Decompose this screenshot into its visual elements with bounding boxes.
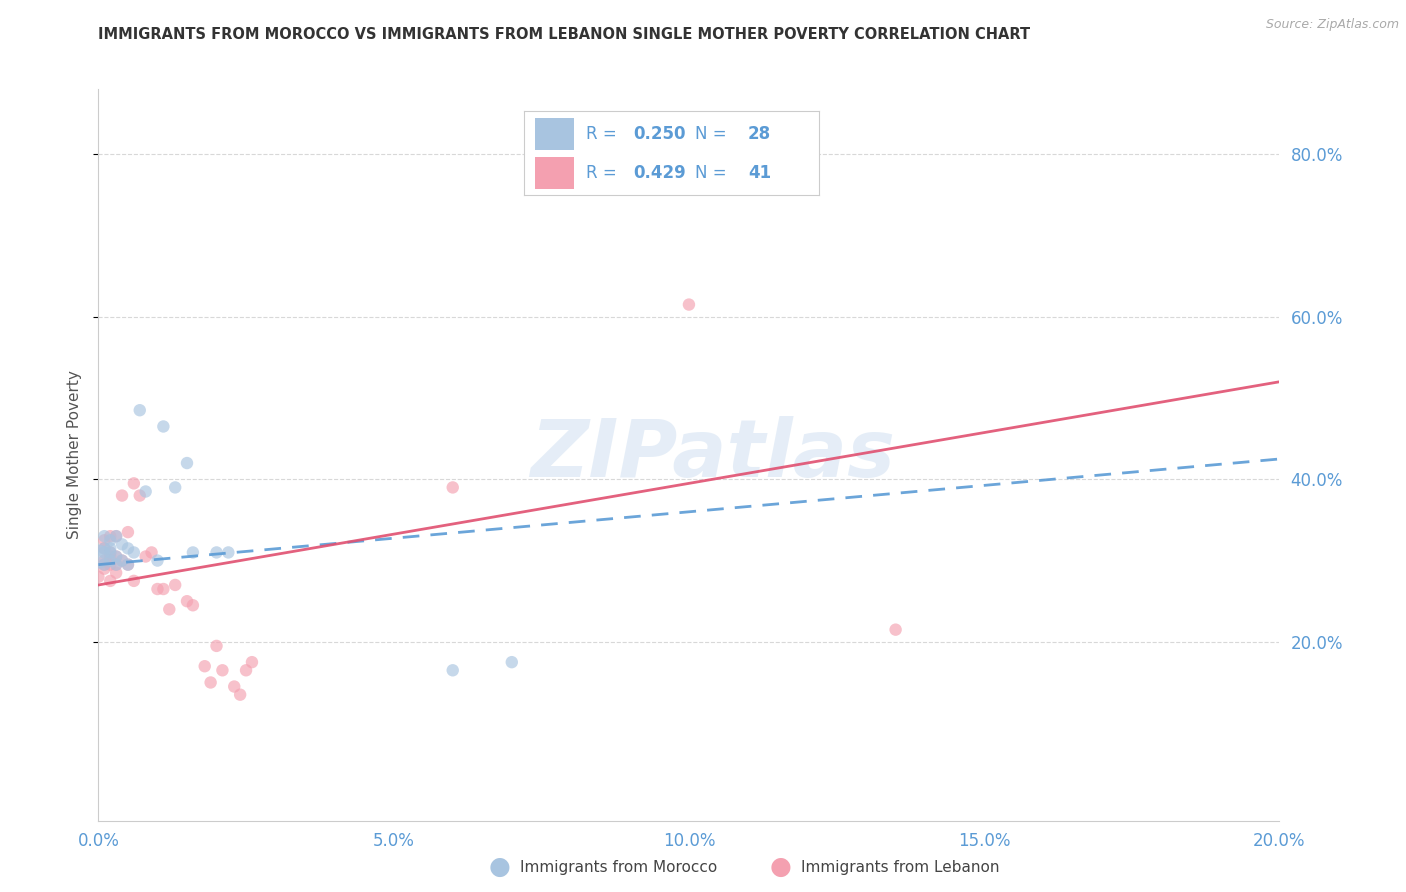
Bar xyxy=(536,157,574,188)
Point xyxy=(441,663,464,677)
Point xyxy=(98,541,121,556)
Point xyxy=(122,574,145,588)
Point xyxy=(105,549,128,564)
Point xyxy=(93,541,115,556)
Text: ●: ● xyxy=(488,855,510,879)
Point xyxy=(98,529,121,543)
Point xyxy=(141,545,163,559)
Point xyxy=(205,545,228,559)
Point xyxy=(200,675,222,690)
Point xyxy=(93,533,115,548)
Point xyxy=(176,456,198,470)
Point xyxy=(98,549,121,564)
Text: 0.429: 0.429 xyxy=(633,163,686,182)
Point xyxy=(105,529,128,543)
Text: R =: R = xyxy=(586,163,621,182)
Y-axis label: Single Mother Poverty: Single Mother Poverty xyxy=(67,370,83,540)
Point xyxy=(229,688,252,702)
Point xyxy=(111,537,134,551)
Text: N =: N = xyxy=(695,163,731,182)
Point xyxy=(194,659,217,673)
Point xyxy=(93,558,115,572)
Point xyxy=(98,558,121,572)
Point xyxy=(678,297,700,311)
Point xyxy=(135,484,157,499)
Text: Immigrants from Lebanon: Immigrants from Lebanon xyxy=(801,860,1000,874)
Point xyxy=(217,545,239,559)
Point xyxy=(501,655,523,669)
Point xyxy=(235,663,257,677)
Point xyxy=(157,602,180,616)
Point xyxy=(93,562,115,576)
Point xyxy=(93,558,115,572)
Point xyxy=(93,545,115,559)
Point xyxy=(105,529,128,543)
Text: 41: 41 xyxy=(748,163,770,182)
Point xyxy=(128,403,150,417)
Point xyxy=(87,549,110,564)
Point xyxy=(122,545,145,559)
Text: Immigrants from Morocco: Immigrants from Morocco xyxy=(520,860,717,874)
Point xyxy=(117,541,139,556)
Text: R =: R = xyxy=(586,125,621,143)
Point xyxy=(93,541,115,556)
Point xyxy=(98,574,121,588)
Point xyxy=(165,578,187,592)
Text: 0.250: 0.250 xyxy=(633,125,685,143)
Text: 28: 28 xyxy=(748,125,770,143)
Point xyxy=(152,582,174,596)
Point xyxy=(105,558,128,572)
Point xyxy=(105,566,128,580)
Point xyxy=(111,489,134,503)
Point xyxy=(105,549,128,564)
Text: Source: ZipAtlas.com: Source: ZipAtlas.com xyxy=(1265,18,1399,31)
Point xyxy=(211,663,233,677)
Point xyxy=(176,594,198,608)
Point xyxy=(117,558,139,572)
Point xyxy=(240,655,263,669)
Point xyxy=(224,680,246,694)
Bar xyxy=(536,118,574,150)
Point xyxy=(884,623,907,637)
Point xyxy=(105,558,128,572)
Point xyxy=(111,553,134,567)
Point xyxy=(135,549,157,564)
Point xyxy=(98,533,121,548)
Point xyxy=(165,480,187,494)
Point xyxy=(146,553,169,567)
Point xyxy=(122,476,145,491)
Point xyxy=(111,553,134,567)
Point xyxy=(98,545,121,559)
Point xyxy=(441,480,464,494)
Point xyxy=(93,553,115,567)
Point xyxy=(93,529,115,543)
Text: ●: ● xyxy=(769,855,792,879)
Point xyxy=(181,545,204,559)
Point xyxy=(98,545,121,559)
Point xyxy=(205,639,228,653)
Text: ZIPatlas: ZIPatlas xyxy=(530,416,896,494)
Point xyxy=(117,525,139,540)
Point xyxy=(128,489,150,503)
Text: N =: N = xyxy=(695,125,731,143)
Point xyxy=(98,553,121,567)
Text: IMMIGRANTS FROM MOROCCO VS IMMIGRANTS FROM LEBANON SINGLE MOTHER POVERTY CORRELA: IMMIGRANTS FROM MOROCCO VS IMMIGRANTS FR… xyxy=(98,27,1031,42)
Point xyxy=(181,599,204,613)
Point xyxy=(152,419,174,434)
Point xyxy=(87,570,110,584)
Point xyxy=(117,558,139,572)
Point xyxy=(146,582,169,596)
